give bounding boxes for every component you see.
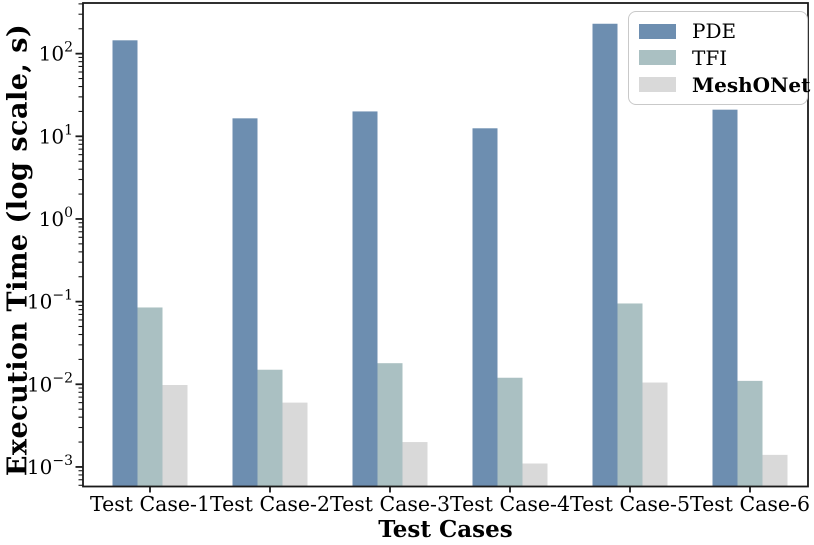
- bar-pde-test-case-3: [352, 111, 378, 487]
- x-tick-label-test-case-3: Test Case-3: [330, 492, 450, 516]
- legend-swatch-pde: [639, 23, 676, 39]
- x-tick-label-test-case-6: Test Case-6: [690, 492, 810, 516]
- y-tick-label: 102: [39, 40, 73, 66]
- bar-meshonet-test-case-6: [762, 454, 788, 487]
- y-tick-label: 100: [39, 205, 73, 231]
- legend-label-meshonet: MeshONet: [692, 72, 811, 97]
- legend-label-pde: PDE: [692, 19, 737, 44]
- bar-pde-test-case-1: [112, 40, 138, 487]
- legend-swatch-meshonet: [639, 77, 676, 93]
- bar-meshonet-test-case-4: [522, 463, 548, 487]
- x-tick-label-test-case-1: Test Case-1: [90, 492, 210, 516]
- x-tick-label-test-case-4: Test Case-4: [450, 492, 570, 516]
- legend-swatch-tfi: [639, 50, 676, 66]
- bar-pde-test-case-6: [712, 109, 738, 487]
- bar-meshonet-test-case-2: [282, 402, 308, 487]
- legend-item-meshonet: MeshONet: [639, 75, 810, 95]
- bar-meshonet-test-case-5: [642, 382, 668, 487]
- legend-label-tfi: TFI: [692, 45, 728, 70]
- bar-pde-test-case-4: [472, 128, 498, 487]
- plot-frame: [82, 2, 809, 488]
- legend-item-tfi: TFI: [639, 48, 799, 68]
- x-axis-label: Test Cases: [378, 516, 513, 543]
- y-tick-label: 10−2: [27, 370, 73, 396]
- bar-tfi-test-case-6: [737, 380, 763, 487]
- x-tick-label-test-case-5: Test Case-5: [570, 492, 690, 516]
- bar-pde-test-case-2: [232, 118, 258, 487]
- legend: PDE TFI MeshONet: [628, 11, 810, 105]
- bar-tfi-test-case-5: [617, 303, 643, 487]
- bar-pde-test-case-5: [592, 23, 618, 487]
- bar-tfi-test-case-1: [137, 307, 163, 487]
- bar-meshonet-test-case-3: [402, 442, 428, 487]
- legend-item-pde: PDE: [639, 21, 799, 41]
- bar-tfi-test-case-4: [497, 377, 523, 487]
- y-tick-label: 10−1: [27, 288, 73, 314]
- bar-meshonet-test-case-1: [162, 385, 188, 487]
- y-tick-label: 101: [39, 122, 73, 148]
- x-tick-label-test-case-2: Test Case-2: [210, 492, 330, 516]
- y-tick-label: 10−3: [27, 453, 73, 479]
- y-axis-label: Execution Time (log scale, s): [2, 23, 34, 477]
- bar-tfi-test-case-2: [257, 369, 283, 487]
- bar-tfi-test-case-3: [377, 363, 403, 487]
